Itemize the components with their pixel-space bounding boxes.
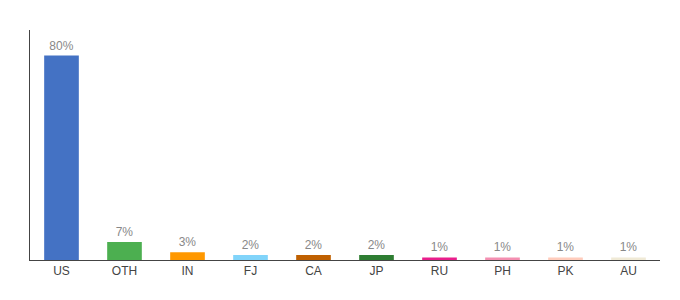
svg-text:OTH: OTH — [112, 264, 137, 278]
svg-text:1%: 1% — [620, 240, 638, 254]
svg-text:1%: 1% — [557, 240, 575, 254]
svg-text:1%: 1% — [494, 240, 512, 254]
svg-text:2%: 2% — [242, 238, 260, 252]
svg-text:PK: PK — [557, 264, 573, 278]
svg-text:FJ: FJ — [244, 264, 257, 278]
svg-text:CA: CA — [305, 264, 322, 278]
svg-text:JP: JP — [369, 264, 383, 278]
svg-text:2%: 2% — [368, 238, 386, 252]
svg-text:US: US — [53, 264, 70, 278]
svg-text:1%: 1% — [431, 240, 449, 254]
svg-text:IN: IN — [182, 264, 194, 278]
svg-text:2%: 2% — [305, 238, 323, 252]
svg-text:AU: AU — [620, 264, 637, 278]
svg-text:7%: 7% — [116, 225, 134, 239]
svg-text:PH: PH — [494, 264, 511, 278]
svg-text:80%: 80% — [49, 39, 73, 53]
svg-text:RU: RU — [431, 264, 448, 278]
svg-text:3%: 3% — [179, 235, 197, 249]
